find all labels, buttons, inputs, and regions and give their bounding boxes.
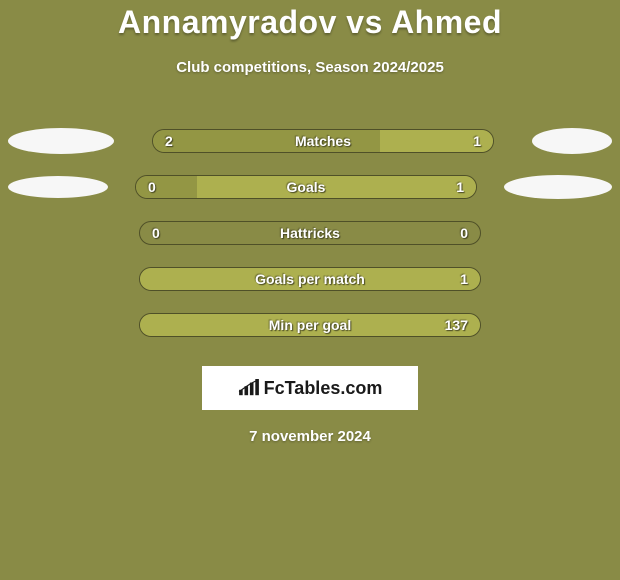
stat-right-value: 1 [456, 179, 464, 195]
stat-left-value: 0 [152, 225, 160, 241]
right-ellipse [532, 128, 612, 154]
stat-row: 0 Goals 1 [0, 164, 620, 210]
brand-badge[interactable]: FcTables.com [202, 366, 418, 410]
date-line: 7 november 2024 [0, 428, 620, 445]
stat-right-value: 1 [473, 133, 481, 149]
left-ellipse [8, 176, 108, 198]
brand-text: FcTables.com [264, 378, 383, 399]
comparison-card: Annamyradov vs Ahmed Club competitions, … [0, 0, 620, 445]
stat-bar: Min per goal 137 [139, 313, 481, 337]
stat-row: Min per goal 137 [0, 302, 620, 348]
stat-label: Hattricks [280, 225, 340, 241]
stat-right-value: 1 [460, 271, 468, 287]
stat-right-value: 137 [445, 317, 468, 333]
stat-bar: Goals per match 1 [139, 267, 481, 291]
stat-bar: 2 Matches 1 [152, 129, 494, 153]
bar-chart-icon [238, 379, 260, 397]
stat-label: Min per goal [269, 317, 351, 333]
stat-row: 2 Matches 1 [0, 118, 620, 164]
stat-right-value: 0 [460, 225, 468, 241]
left-ellipse [8, 128, 114, 154]
stat-bar: 0 Goals 1 [135, 175, 477, 199]
stat-label: Goals [287, 179, 326, 195]
bar-right-fill [197, 176, 476, 198]
stats-list: 2 Matches 1 0 Goals 1 0 Hattricks 0 Goals per mat… [0, 118, 620, 348]
subtitle: Club competitions, Season 2024/2025 [0, 59, 620, 76]
stat-bar: 0 Hattricks 0 [139, 221, 481, 245]
stat-left-value: 0 [148, 179, 156, 195]
stat-row: 0 Hattricks 0 [0, 210, 620, 256]
bar-left-fill [136, 176, 197, 198]
right-ellipse [504, 175, 612, 199]
stat-row: Goals per match 1 [0, 256, 620, 302]
page-title: Annamyradov vs Ahmed [0, 4, 620, 41]
stat-label: Goals per match [255, 271, 365, 287]
stat-left-value: 2 [165, 133, 173, 149]
stat-label: Matches [295, 133, 351, 149]
